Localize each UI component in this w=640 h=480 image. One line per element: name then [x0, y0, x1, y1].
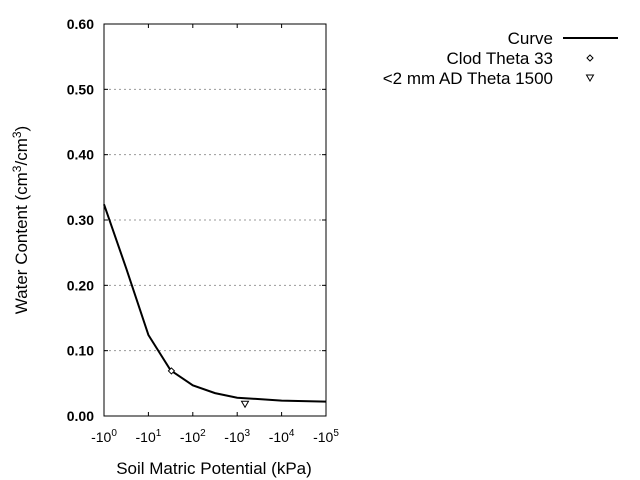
- x-tick-labels: -100 -101 -102 -103 -104 -105: [91, 428, 339, 445]
- y-tick-labels: 0.00 0.10 0.20 0.30 0.40 0.50 0.60: [67, 16, 94, 424]
- y-tick-label: 0.50: [67, 81, 94, 97]
- legend-label-clod: Clod Theta 33: [447, 49, 553, 68]
- legend-swatch-diamond: [586, 54, 594, 62]
- series: [103, 203, 327, 409]
- y-axis-label: Water Content (cm3/cm3): [10, 126, 31, 314]
- legend-label-ad: <2 mm AD Theta 1500: [383, 69, 553, 88]
- y-tick-label: 0.20: [67, 277, 94, 293]
- x-tick-label: -101: [136, 428, 162, 445]
- legend-swatch-triangle: [585, 74, 595, 82]
- y-tick-label: 0.30: [67, 212, 94, 228]
- y-tick-label: 0.00: [67, 408, 94, 424]
- clod-theta-33-point: [167, 367, 176, 375]
- curve-line: [103, 203, 327, 403]
- y-tick-label: 0.60: [67, 16, 94, 32]
- x-tick-label: -105: [313, 428, 339, 445]
- x-tick-label: -102: [180, 428, 206, 445]
- x-tick-label: -104: [269, 428, 295, 445]
- y-tick-label: 0.40: [67, 147, 94, 163]
- grid: [104, 88, 326, 352]
- ad-theta-1500-point: [240, 400, 250, 409]
- x-tick-label: -103: [224, 428, 250, 445]
- ticks: [103, 23, 327, 417]
- legend: Curve Clod Theta 33 <2 mm AD Theta 1500: [383, 29, 618, 88]
- legend-label-curve: Curve: [508, 29, 553, 48]
- x-tick-label: -100: [91, 428, 117, 445]
- y-tick-label: 0.10: [67, 343, 94, 359]
- x-axis-label: Soil Matric Potential (kPa): [116, 459, 312, 478]
